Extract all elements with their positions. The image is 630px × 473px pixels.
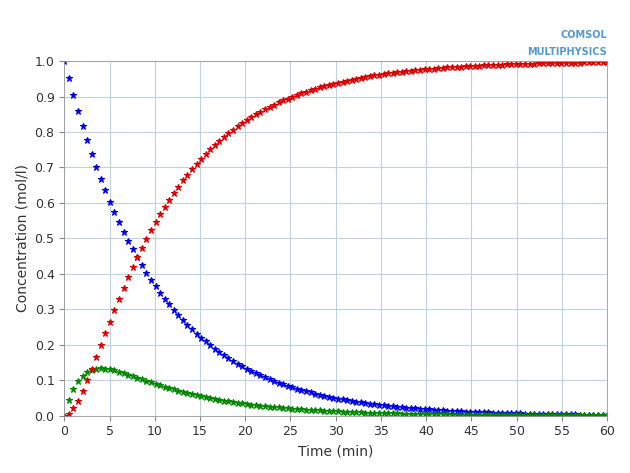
- Text: MULTIPHYSICS: MULTIPHYSICS: [527, 47, 607, 58]
- X-axis label: Time (min): Time (min): [298, 444, 374, 458]
- Text: COMSOL: COMSOL: [560, 30, 607, 40]
- Y-axis label: Concentration (mol/l): Concentration (mol/l): [15, 165, 29, 312]
